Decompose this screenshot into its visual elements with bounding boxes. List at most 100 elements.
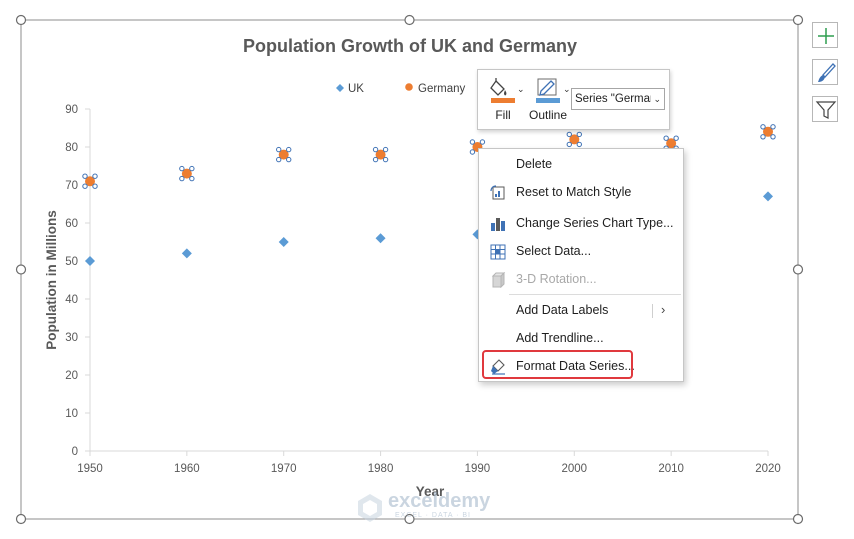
y-tick-label: 60 (65, 218, 78, 230)
data-point-germany[interactable] (763, 126, 773, 137)
series-select-value: Series "Germar (575, 93, 654, 105)
pen-outline-icon (536, 78, 560, 103)
menu-item-change-chart-type[interactable]: Change Series Chart Type... (479, 211, 683, 237)
point-selection-handle (576, 131, 582, 138)
watermark: exceldemy EXCEL · DATA · BI (355, 490, 505, 522)
point-selection-handle (92, 183, 98, 189)
data-point-uk[interactable] (181, 248, 192, 259)
y-tick-label: 10 (65, 408, 78, 420)
plus-icon (818, 28, 834, 44)
y-tick-label: 80 (65, 142, 78, 154)
menu-item-add-data-labels[interactable]: Add Data Labels › (479, 298, 683, 324)
watermark-tagline: EXCEL · DATA · BI (395, 512, 471, 519)
resize-handle[interactable] (15, 14, 27, 26)
chart-styles-button[interactable] (812, 59, 838, 85)
point-selection-handle (276, 156, 282, 163)
chart-filters-button[interactable] (812, 96, 838, 122)
menu-item-delete[interactable]: Delete (479, 152, 683, 178)
resize-handle[interactable] (404, 513, 415, 525)
point-selection-handle (469, 139, 476, 145)
y-tick-label: 40 (65, 294, 78, 306)
chart-type-icon (491, 218, 505, 231)
reset-style-icon (490, 185, 505, 200)
context-menu: Delete Reset to Match Style Change Serie… (478, 148, 684, 382)
menu-item-label: Change Series Chart Type... (516, 216, 674, 230)
menu-separator (509, 294, 681, 295)
x-tick-label: 1960 (174, 463, 200, 475)
data-point-germany[interactable] (181, 168, 192, 179)
chevron-right-icon[interactable]: › (661, 302, 666, 317)
menu-item-label: Add Trendline... (516, 331, 604, 345)
legend-marker-uk (336, 84, 344, 92)
data-point-germany[interactable] (569, 134, 580, 145)
point-selection-handle (92, 173, 98, 179)
legend-label-uk: UK (348, 83, 364, 95)
y-tick-label: 50 (65, 256, 78, 268)
data-point-uk[interactable] (763, 191, 773, 202)
resize-handle[interactable] (15, 264, 27, 275)
resize-handle[interactable] (404, 14, 415, 26)
x-tick-label: 1970 (271, 463, 297, 475)
menu-item-label: 3-D Rotation... (516, 272, 597, 286)
point-selection-handle (82, 183, 88, 189)
point-selection-handle (479, 139, 486, 145)
x-tick-label: 1980 (368, 463, 394, 475)
data-point-uk[interactable] (375, 233, 386, 244)
menu-item-format-data-series[interactable]: Format Data Series... (479, 354, 683, 380)
point-selection-handle (179, 175, 185, 182)
y-tick-label: 0 (72, 446, 78, 458)
series-germany[interactable] (82, 124, 776, 189)
point-selection-handle (82, 173, 88, 179)
chart-elements-button[interactable] (812, 22, 838, 48)
point-selection-handle (189, 165, 195, 172)
legend[interactable]: UK Germany (336, 83, 466, 95)
menu-item-label: Add Data Labels (516, 303, 609, 317)
data-point-germany[interactable] (375, 149, 386, 160)
x-tick-label: 1950 (77, 463, 103, 475)
series-select-dropdown[interactable]: Series "Germar ⌄ (571, 88, 665, 110)
resize-handle[interactable] (15, 513, 27, 525)
outline-color-swatch (536, 98, 560, 103)
y-axis-ticks: 0 10 20 30 40 50 60 70 80 90 (65, 104, 90, 458)
data-point-uk[interactable] (278, 237, 289, 247)
menu-item-label: Format Data Series... (516, 359, 635, 373)
data-point-germany[interactable] (278, 149, 289, 160)
outline-button[interactable]: ⌄ Outline (525, 74, 571, 126)
data-point-germany[interactable] (666, 138, 677, 149)
legend-marker-germany (405, 83, 413, 91)
data-point-germany[interactable] (85, 176, 95, 187)
selection-handles[interactable] (15, 14, 804, 525)
brush-icon (818, 63, 836, 82)
point-selection-handle (286, 146, 292, 153)
x-tick-label: 1990 (465, 463, 491, 475)
point-selection-handle (189, 175, 195, 182)
watermark-logo-icon (358, 494, 382, 522)
fill-dropdown-caret-icon[interactable]: ⌄ (517, 84, 525, 94)
format-mini-toolbar: ⌄ Fill ⌄ Outline Series "Germar ⌄ (477, 69, 670, 130)
x-axis-ticks: 1950 1960 1970 1980 1990 2000 2010 2020 (77, 451, 781, 475)
watermark-name: exceldemy (388, 490, 491, 512)
point-selection-handle (673, 135, 679, 141)
menu-item-select-data[interactable]: Select Data... (479, 239, 683, 265)
resize-handle[interactable] (792, 14, 804, 26)
select-data-icon (490, 244, 506, 260)
outline-dropdown-caret-icon[interactable]: ⌄ (563, 84, 571, 94)
data-point-uk[interactable] (85, 256, 95, 266)
fill-color-swatch (491, 98, 515, 103)
menu-item-reset-style[interactable]: Reset to Match Style (479, 180, 683, 206)
fill-button[interactable]: ⌄ Fill (480, 74, 526, 126)
point-selection-handle (576, 141, 582, 148)
menu-item-add-trendline[interactable]: Add Trendline... (479, 326, 683, 352)
paint-bucket-icon (490, 78, 515, 103)
menu-item-label: Delete (516, 157, 553, 171)
y-tick-label: 90 (65, 104, 78, 116)
y-tick-label: 20 (65, 370, 78, 382)
resize-handle[interactable] (792, 513, 804, 525)
chevron-down-icon: ⌄ (651, 89, 661, 109)
resize-handle[interactable] (792, 264, 804, 275)
x-tick-label: 2020 (755, 463, 781, 475)
point-selection-handle (372, 146, 379, 153)
point-selection-handle (663, 135, 669, 141)
outline-label: Outline (528, 108, 568, 122)
